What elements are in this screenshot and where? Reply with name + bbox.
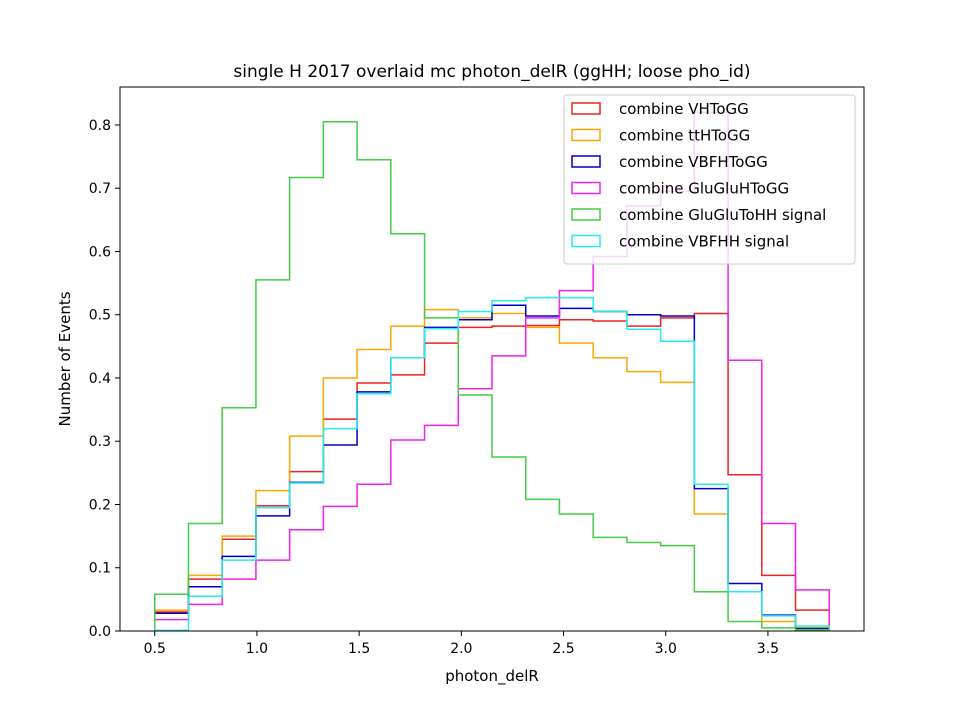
legend-label: combine VBFHToGG	[619, 153, 768, 171]
x-tick-label: 3.0	[655, 641, 677, 657]
legend: combine VHToGG combine ttHToGG combine VBF…	[563, 94, 856, 265]
legend-swatch	[571, 208, 601, 221]
x-tick-label: 2.0	[450, 641, 472, 657]
x-tick-label: 2.5	[552, 641, 574, 657]
plot-frame	[119, 86, 865, 632]
y-tick-label: 0.3	[89, 434, 111, 450]
y-axis-ticks: 0.0 0.1 0.2 0.3 0.4 0.5 0.6 0.7 0.8	[89, 118, 120, 640]
histogram-series-6	[153, 296, 831, 632]
x-axis-label: photon_delR	[445, 667, 539, 686]
x-tick-label: 0.5	[144, 641, 166, 657]
y-axis-label: Number of Events	[56, 291, 74, 426]
y-tick-label: 0.7	[89, 181, 111, 197]
series-layer	[153, 111, 831, 632]
y-tick-label: 0.6	[89, 244, 111, 260]
histogram-series-5	[153, 121, 831, 631]
legend-swatch	[571, 155, 601, 168]
legend-swatch	[571, 128, 601, 142]
legend-label: combine GluGluToHH signal	[619, 206, 826, 224]
y-tick-label: 0.4	[89, 371, 111, 387]
legend-swatch	[571, 102, 601, 115]
legend-label: combine VBFHH signal	[619, 233, 789, 251]
legend-swatch	[571, 234, 601, 248]
legend-label: combine ttHToGG	[619, 127, 750, 145]
legend-label: combine GluGluHToGG	[619, 180, 789, 198]
x-tick-label: 1.0	[246, 641, 268, 657]
y-tick-label: 0.8	[89, 118, 111, 134]
chart-title: single H 2017 overlaid mc photon_delR (g…	[233, 62, 750, 82]
x-axis-ticks: 0.5 1.0 1.5 2.0 2.5 3.0 3.5	[144, 631, 779, 657]
x-tick-label: 3.5	[757, 641, 779, 657]
y-tick-label: 0.2	[89, 497, 111, 513]
y-tick-label: 0.0	[89, 624, 111, 640]
legend-box	[563, 94, 856, 265]
legend-label: combine VHToGG	[619, 100, 749, 118]
legend-swatch	[571, 181, 601, 195]
x-tick-label: 1.5	[348, 641, 370, 657]
y-tick-label: 0.5	[89, 308, 111, 324]
y-tick-label: 0.1	[89, 561, 111, 577]
